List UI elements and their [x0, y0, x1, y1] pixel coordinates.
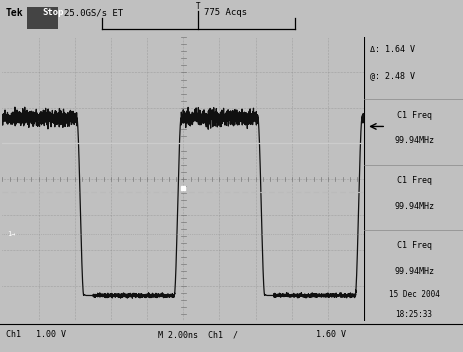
Text: Stop: Stop: [43, 8, 64, 17]
Text: 99.94MHz: 99.94MHz: [393, 136, 433, 145]
Text: C1 Freq: C1 Freq: [396, 111, 431, 120]
Text: M 2.00ns  Ch1  /: M 2.00ns Ch1 /: [157, 331, 237, 339]
Text: 1→: 1→: [6, 231, 15, 237]
Text: Tek: Tek: [6, 8, 23, 18]
Text: 775 Acqs: 775 Acqs: [204, 8, 247, 17]
Text: 15 Dec 2004: 15 Dec 2004: [388, 290, 438, 299]
Text: C1 Freq: C1 Freq: [396, 241, 431, 251]
Text: 18:25:33: 18:25:33: [395, 310, 432, 319]
Text: 1.60 V: 1.60 V: [315, 331, 345, 339]
Text: Ch1   1.00 V: Ch1 1.00 V: [6, 331, 65, 339]
FancyBboxPatch shape: [27, 7, 58, 29]
Text: T: T: [196, 2, 200, 11]
Text: @: 2.48 V: @: 2.48 V: [369, 71, 414, 80]
Text: 99.94MHz: 99.94MHz: [393, 202, 433, 211]
Text: 25.0GS/s ET: 25.0GS/s ET: [64, 8, 123, 17]
Text: 99.94MHz: 99.94MHz: [393, 267, 433, 276]
Text: Δ: 1.64 V: Δ: 1.64 V: [369, 45, 414, 55]
Text: C1 Freq: C1 Freq: [396, 176, 431, 185]
